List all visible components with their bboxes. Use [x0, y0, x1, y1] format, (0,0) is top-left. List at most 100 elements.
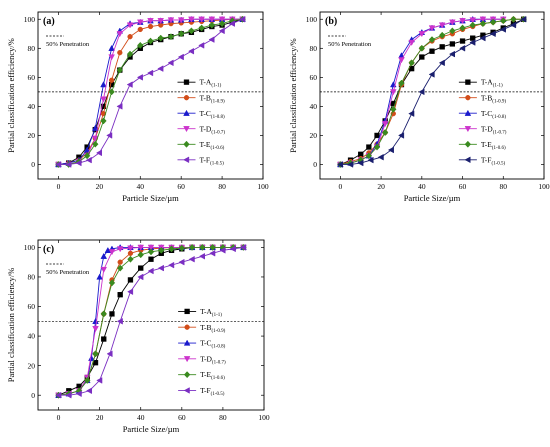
legend-entry: T-F(1-0.5) [200, 155, 225, 166]
legend-entry: T-B(1-0.9) [200, 323, 225, 334]
data-point-t-e [100, 117, 107, 125]
data-point-t-d [408, 39, 415, 46]
data-point-t-f [357, 159, 364, 167]
data-point-t-f [229, 245, 236, 253]
data-point-t-e [469, 21, 476, 29]
legend-entry: T-D(1-0.7) [200, 124, 226, 135]
legend-entry: T-C(1-0.8) [200, 109, 225, 120]
data-point-t-f [459, 45, 466, 52]
legend-marker [183, 339, 191, 346]
data-point-t-d [116, 246, 124, 253]
data-point-t-e [418, 44, 426, 52]
y-tick-label: 80 [28, 273, 36, 282]
data-point-t-f [239, 15, 246, 23]
y-tick-label: 60 [310, 73, 318, 82]
y-axis-label: Partial classification efficiency/% [6, 38, 16, 153]
data-point-t-f [377, 153, 384, 161]
y-tick-label: 60 [28, 302, 36, 311]
data-point-t-f [95, 149, 103, 157]
data-point-t-d [479, 16, 487, 23]
legend-entry: T-C(1-0.8) [200, 339, 225, 350]
legend-entry: T-C(1-0.8) [481, 109, 506, 120]
data-point-t-d [108, 249, 116, 256]
data-point-t-d [147, 18, 154, 25]
data-point-t-f [65, 391, 72, 399]
panel-a: 0 20 40 60 80 100 0 20 40 60 80 100 Particle Size/µm… [6, 11, 269, 203]
x-tick-label: 60 [178, 413, 186, 422]
legend-marker [464, 140, 472, 148]
x-tick-label: 80 [500, 182, 508, 191]
data-point-t-f [208, 36, 215, 43]
data-point-t-e [500, 17, 507, 25]
data-point-t-e [178, 244, 186, 252]
y-tick-label: 60 [28, 73, 36, 82]
data-point-t-a [138, 265, 144, 271]
plot-frame [37, 239, 265, 411]
data-point-t-d [157, 18, 165, 25]
data-point-t-f [96, 377, 103, 384]
plot-frame [319, 11, 545, 180]
data-point-t-a [100, 103, 107, 110]
data-point-t-b [137, 26, 143, 33]
data-point-t-d [218, 16, 226, 23]
data-point-t-e [209, 243, 216, 251]
data-point-t-f [510, 21, 517, 29]
data-point-t-e [83, 152, 91, 160]
data-point-t-d [428, 25, 436, 32]
legend-marker [183, 79, 190, 85]
data-point-t-e [373, 143, 381, 151]
data-point-t-a [374, 132, 380, 139]
data-point-t-a [439, 44, 445, 50]
y-tick-label: 100 [24, 15, 36, 24]
data-point-t-d [126, 22, 134, 29]
x-tick-label: 0 [57, 182, 61, 191]
panel-label: (a) [43, 16, 55, 27]
data-point-t-d [137, 244, 145, 251]
x-tick-label: 0 [338, 182, 342, 191]
x-tick-label: 60 [459, 182, 467, 191]
y-tick-label: 20 [310, 131, 318, 140]
data-point-t-f [198, 42, 205, 49]
panel-c: 0 20 40 60 80 100 0 20 40 60 80 100 Particle Size/µm… [6, 239, 270, 434]
data-point-t-f [157, 264, 164, 272]
y-tick-label: 100 [306, 15, 318, 24]
legend-entry: T-B(1-0.9) [200, 93, 225, 104]
data-point-t-d [100, 266, 108, 273]
legend-entry: T-F(1-0.5) [481, 155, 506, 166]
y-tick-label: 0 [31, 391, 35, 400]
y-tick-label: 40 [28, 332, 36, 341]
data-point-t-e [188, 27, 195, 35]
data-point-t-e [510, 15, 517, 23]
data-point-t-e [168, 245, 175, 253]
data-point-t-e [167, 33, 175, 41]
data-point-t-a [148, 256, 154, 262]
data-point-t-f [116, 103, 123, 110]
data-point-t-f [178, 258, 185, 266]
data-point-t-e [398, 79, 405, 87]
legend-marker [465, 79, 471, 85]
data-point-t-d [108, 54, 115, 61]
data-point-t-f [106, 132, 113, 139]
data-point-t-f [65, 161, 72, 168]
y-tick-label: 80 [310, 44, 318, 53]
data-point-t-d [398, 57, 405, 64]
data-point-t-e [438, 31, 446, 39]
data-point-t-e [188, 243, 196, 251]
data-point-t-e [92, 350, 99, 358]
data-point-t-b [108, 77, 115, 83]
data-point-t-a [358, 151, 364, 157]
data-point-t-e [408, 59, 415, 67]
data-point-t-f [136, 74, 143, 81]
data-point-t-a [470, 35, 476, 41]
data-point-t-f [147, 267, 154, 275]
penetration-label: 50% Penetration [46, 269, 90, 276]
legend-entry: T-D(1-0.7) [481, 124, 507, 135]
legend-entry: T-A(1-1) [481, 78, 503, 89]
x-tick-label: 40 [418, 182, 426, 191]
data-point-t-e [127, 255, 134, 263]
data-point-t-f [75, 159, 82, 167]
data-point-t-e [108, 88, 115, 96]
data-point-t-a [459, 38, 466, 44]
data-point-t-e [100, 310, 107, 318]
x-tick-label: 0 [57, 413, 61, 422]
